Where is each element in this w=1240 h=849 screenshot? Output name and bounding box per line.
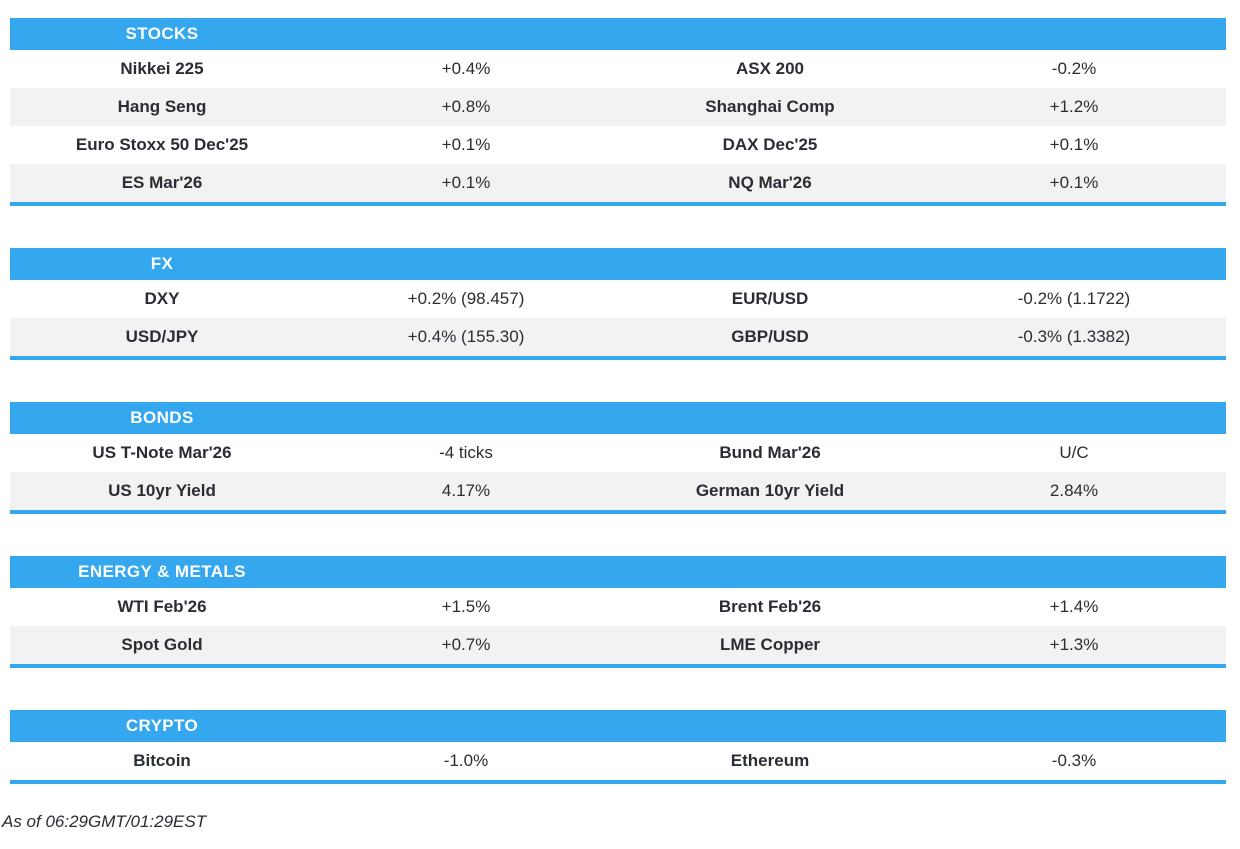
instrument-change: +0.4% — [441, 59, 491, 78]
table-row: Euro Stoxx 50 Dec'25 +0.1% DAX Dec'25 +0.1% — [10, 126, 1226, 164]
market-section: BONDS US T-Note Mar'26 -4 ticks Bund Mar'2… — [10, 402, 1226, 514]
instrument-change: +1.5% — [441, 597, 491, 616]
instrument-name: Nikkei 225 — [120, 59, 204, 78]
market-section: FX DXY +0.2% (98.457) EUR/USD -0.2% (1.1722… — [10, 248, 1226, 360]
instrument-name: NQ Mar'26 — [728, 173, 812, 192]
instrument-name: US T-Note Mar'26 — [92, 443, 232, 462]
instrument-name: Euro Stoxx 50 Dec'25 — [75, 135, 249, 154]
section-title: FX — [150, 254, 174, 273]
table-row: US T-Note Mar'26 -4 ticks Bund Mar'26 U/C — [10, 434, 1226, 472]
instrument-name: Bund Mar'26 — [719, 443, 821, 462]
instrument-change: +1.3% — [1049, 635, 1099, 654]
section-title: BONDS — [130, 408, 194, 427]
market-section: CRYPTO Bitcoin -1.0% Ethereum -0.3% — [10, 710, 1226, 784]
table-row: Spot Gold +0.7% LME Copper +1.3% — [10, 626, 1226, 664]
instrument-name: Brent Feb'26 — [718, 597, 822, 616]
instrument-name: ES Mar'26 — [121, 173, 203, 192]
section-header: STOCKS — [10, 18, 1226, 50]
instrument-change: 4.17% — [441, 481, 491, 500]
section-title: ENERGY & METALS — [78, 562, 246, 581]
instrument-change: U/C — [1059, 443, 1089, 462]
instrument-name: GBP/USD — [731, 327, 809, 346]
section-header: FX — [10, 248, 1226, 280]
instrument-name: EUR/USD — [731, 289, 809, 308]
section-title: STOCKS — [125, 24, 199, 43]
instrument-name: Shanghai Comp — [705, 97, 835, 116]
instrument-change: +0.1% — [1049, 135, 1099, 154]
instrument-name: DAX Dec'25 — [722, 135, 818, 154]
instrument-name: LME Copper — [719, 635, 821, 654]
section-header: BONDS — [10, 402, 1226, 434]
instrument-change: -1.0% — [443, 751, 489, 770]
section-title: CRYPTO — [125, 716, 199, 735]
instrument-name: Bitcoin — [133, 751, 191, 770]
instrument-name: WTI Feb'26 — [117, 597, 207, 616]
table-row: WTI Feb'26 +1.5% Brent Feb'26 +1.4% — [10, 588, 1226, 626]
instrument-change: -0.3% — [1051, 751, 1097, 770]
instrument-name: Ethereum — [730, 751, 810, 770]
instrument-change: -0.2% — [1051, 59, 1097, 78]
instrument-name: Spot Gold — [121, 635, 203, 654]
instrument-change: +0.1% — [1049, 173, 1099, 192]
instrument-change: -4 ticks — [439, 443, 493, 462]
instrument-change: +0.8% — [441, 97, 491, 116]
as-of-timestamp: As of 06:29GMT/01:29EST — [2, 812, 207, 831]
instrument-change: +0.1% — [441, 135, 491, 154]
instrument-change: +1.2% — [1049, 97, 1099, 116]
market-summary: STOCKS Nikkei 225 +0.4% ASX 200 -0.2% Hang S… — [10, 18, 1226, 784]
instrument-change: +0.1% — [441, 173, 491, 192]
instrument-name: DXY — [144, 289, 180, 308]
table-row: DXY +0.2% (98.457) EUR/USD -0.2% (1.1722) — [10, 280, 1226, 318]
instrument-change: +0.2% (98.457) — [407, 289, 525, 308]
table-row: Bitcoin -1.0% Ethereum -0.3% — [10, 742, 1226, 780]
instrument-name: ASX 200 — [735, 59, 805, 78]
table-row: Nikkei 225 +0.4% ASX 200 -0.2% — [10, 50, 1226, 88]
instrument-name: USD/JPY — [125, 327, 199, 346]
instrument-name: Hang Seng — [117, 97, 207, 116]
instrument-change: +0.4% (155.30) — [407, 327, 525, 346]
section-header: ENERGY & METALS — [10, 556, 1226, 588]
instrument-name: US 10yr Yield — [108, 481, 216, 500]
instrument-name: German 10yr Yield — [695, 481, 845, 500]
section-header: CRYPTO — [10, 710, 1226, 742]
instrument-change: -0.2% (1.1722) — [1017, 289, 1131, 308]
market-section: ENERGY & METALS WTI Feb'26 +1.5% Brent Feb… — [10, 556, 1226, 668]
instrument-change: +1.4% — [1049, 597, 1099, 616]
table-row: USD/JPY +0.4% (155.30) GBP/USD -0.3% (1.338… — [10, 318, 1226, 356]
table-row: ES Mar'26 +0.1% NQ Mar'26 +0.1% — [10, 164, 1226, 202]
instrument-change: 2.84% — [1049, 481, 1099, 500]
table-row: Hang Seng +0.8% Shanghai Comp +1.2% — [10, 88, 1226, 126]
market-section: STOCKS Nikkei 225 +0.4% ASX 200 -0.2% Hang S… — [10, 18, 1226, 206]
instrument-change: -0.3% (1.3382) — [1017, 327, 1131, 346]
table-row: US 10yr Yield 4.17% German 10yr Yield 2.84% — [10, 472, 1226, 510]
instrument-change: +0.7% — [441, 635, 491, 654]
